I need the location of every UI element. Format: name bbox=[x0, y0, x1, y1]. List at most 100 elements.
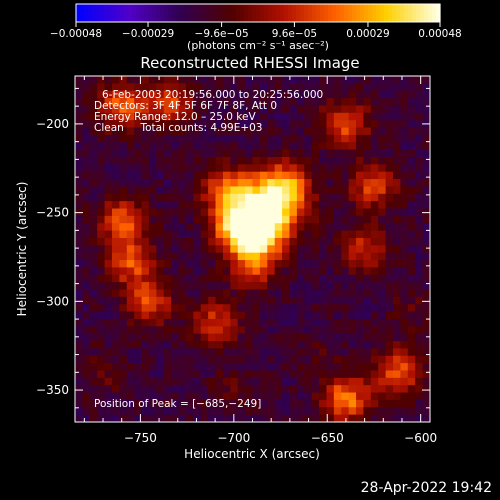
heatmap-cell bbox=[193, 83, 202, 92]
heatmap-cell bbox=[119, 223, 128, 232]
heatmap-cell bbox=[348, 341, 357, 349]
heatmap-cell bbox=[393, 311, 401, 320]
heatmap-cell bbox=[163, 215, 172, 224]
heatmap-cell bbox=[311, 348, 320, 357]
heatmap-cell bbox=[134, 245, 143, 254]
heatmap-cell bbox=[319, 326, 327, 335]
heatmap-cell bbox=[296, 282, 305, 290]
heatmap-cell bbox=[370, 142, 379, 151]
colorbar-cell bbox=[248, 4, 253, 22]
heatmap-cell bbox=[134, 363, 143, 371]
heatmap-cell bbox=[304, 98, 313, 106]
heatmap-cell bbox=[163, 341, 172, 349]
heatmap-cell bbox=[274, 186, 283, 195]
heatmap-cell bbox=[75, 186, 83, 195]
heatmap-cell bbox=[82, 363, 91, 371]
heatmap-cell bbox=[422, 407, 431, 416]
heatmap-cell bbox=[237, 83, 246, 92]
heatmap-cell bbox=[370, 134, 379, 143]
heatmap-cell bbox=[134, 112, 143, 121]
heatmap-cell bbox=[119, 392, 128, 401]
colorbar-cell bbox=[408, 4, 413, 22]
heatmap-cell bbox=[141, 399, 150, 408]
heatmap-cell bbox=[289, 399, 298, 408]
heatmap-cell bbox=[193, 223, 202, 232]
heatmap-cell bbox=[215, 252, 224, 261]
heatmap-cell bbox=[407, 414, 416, 423]
heatmap-cell bbox=[333, 201, 342, 210]
heatmap-cell bbox=[326, 282, 335, 290]
heatmap-cell bbox=[407, 370, 416, 379]
heatmap-cell bbox=[282, 193, 290, 202]
heatmap-cell bbox=[400, 385, 409, 394]
heatmap-cell bbox=[163, 201, 172, 210]
heatmap-cell bbox=[185, 230, 194, 239]
heatmap-cell bbox=[393, 208, 401, 217]
heatmap-cell bbox=[407, 407, 416, 416]
heatmap-cell bbox=[267, 370, 276, 379]
heatmap-cell bbox=[237, 318, 246, 327]
heatmap-cell bbox=[274, 355, 283, 364]
heatmap-cell bbox=[208, 385, 217, 394]
heatmap-cell bbox=[304, 341, 313, 349]
heatmap-cell bbox=[230, 223, 239, 232]
heatmap-cell bbox=[171, 237, 180, 246]
heatmap-cell bbox=[356, 164, 364, 173]
colorbar-cell bbox=[400, 4, 405, 22]
heatmap-cell bbox=[82, 223, 91, 232]
heatmap-cell bbox=[97, 304, 106, 313]
heatmap-cell bbox=[311, 76, 320, 84]
heatmap-cell bbox=[141, 223, 150, 232]
colorbar-cell bbox=[296, 4, 301, 22]
heatmap-cell bbox=[237, 333, 246, 342]
heatmap-cell bbox=[274, 98, 283, 106]
heatmap-cell bbox=[119, 76, 128, 84]
heatmap-cell bbox=[245, 333, 253, 342]
heatmap-cell bbox=[415, 223, 424, 232]
chart-title: Reconstructed RHESSI Image bbox=[140, 54, 359, 72]
heatmap-cell bbox=[363, 274, 372, 283]
heatmap-cell bbox=[185, 355, 194, 364]
heatmap-cell bbox=[126, 171, 135, 180]
heatmap-cell bbox=[111, 223, 120, 232]
heatmap-cell bbox=[348, 156, 357, 165]
heatmap-cell bbox=[163, 333, 172, 342]
heatmap-cell bbox=[178, 274, 187, 283]
heatmap-cell bbox=[111, 245, 120, 254]
heatmap-cell bbox=[97, 179, 106, 187]
heatmap-cell bbox=[356, 326, 364, 335]
heatmap-cell bbox=[296, 215, 305, 224]
heatmap-cell bbox=[237, 260, 246, 268]
heatmap-cell bbox=[385, 134, 394, 143]
heatmap-cell bbox=[282, 399, 290, 408]
heatmap-cell bbox=[363, 252, 372, 261]
heatmap-cell bbox=[111, 215, 120, 224]
heatmap-cell bbox=[422, 230, 431, 239]
heatmap-cell bbox=[341, 193, 350, 202]
heatmap-cell bbox=[97, 355, 106, 364]
heatmap-cell bbox=[97, 414, 106, 423]
heatmap-cell bbox=[82, 341, 91, 349]
heatmap-cell bbox=[148, 223, 157, 232]
heatmap-cell bbox=[111, 385, 120, 394]
heatmap-cell bbox=[311, 98, 320, 106]
heatmap-cell bbox=[141, 215, 150, 224]
heatmap-cell bbox=[333, 326, 342, 335]
heatmap-cell bbox=[252, 237, 261, 246]
heatmap-cell bbox=[185, 370, 194, 379]
heatmap-cell bbox=[141, 282, 150, 290]
heatmap-cell bbox=[415, 171, 424, 180]
heatmap-cell bbox=[378, 392, 387, 401]
heatmap-cell bbox=[178, 260, 187, 268]
heatmap-cell bbox=[289, 112, 298, 121]
heatmap-cell bbox=[326, 156, 335, 165]
heatmap-cell bbox=[422, 289, 431, 298]
heatmap-cell bbox=[415, 83, 424, 92]
heatmap-cell bbox=[282, 311, 290, 320]
heatmap-cell bbox=[393, 120, 401, 129]
heatmap-cell bbox=[356, 370, 364, 379]
heatmap-cell bbox=[356, 230, 364, 239]
heatmap-cell bbox=[111, 341, 120, 349]
heatmap-cell bbox=[111, 260, 120, 268]
heatmap-cell bbox=[171, 215, 180, 224]
